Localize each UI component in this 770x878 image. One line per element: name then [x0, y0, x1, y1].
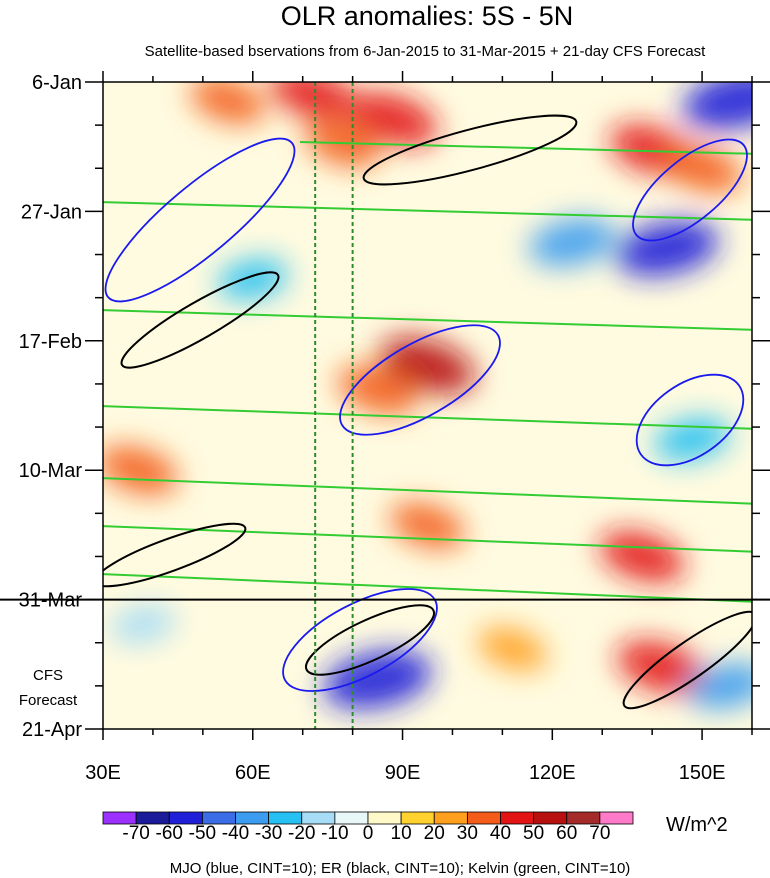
mjo-contour	[632, 138, 748, 242]
anomaly-region	[686, 662, 752, 709]
er-contour	[304, 604, 436, 676]
kelvin-contour	[103, 309, 752, 331]
plot-frame	[102, 81, 753, 730]
kelvin-contour	[103, 405, 752, 430]
colorbar: -70 -60 -50 -40 -30 -20 -10 0 10 20 30 40 50 60 70	[102, 811, 634, 844]
anomaly-region	[615, 220, 719, 277]
colorbar-units: W/m^2	[666, 814, 728, 836]
anomaly-region	[390, 502, 465, 549]
colorbar-tick-label: -50	[189, 823, 216, 844]
anomaly-region	[323, 650, 432, 709]
x-tick-label: 150E	[679, 762, 726, 784]
anomaly-region	[477, 627, 547, 671]
forecast-label-line2: Forecast	[19, 692, 78, 709]
colorbar-tick-label: 70	[589, 823, 610, 844]
anomaly-region	[662, 144, 742, 193]
y-tick-label: 31-Mar	[19, 590, 83, 612]
colorbar-tick-label: -40	[222, 823, 249, 844]
colorbar-swatch	[599, 811, 634, 825]
anomaly-region	[682, 82, 752, 130]
colorbar-tick-label: -20	[288, 823, 315, 844]
x-tick-label: 90E	[385, 762, 421, 784]
er-contour	[120, 271, 280, 369]
anomaly-region	[103, 445, 178, 495]
kelvin-contour	[103, 525, 752, 553]
chart-title: OLR anomalies: 5S - 5N	[281, 1, 574, 31]
colorbar-tick-label: 10	[391, 823, 412, 844]
plot-background	[103, 82, 752, 729]
anomaly-region	[599, 530, 685, 583]
x-tick-label: 120E	[529, 762, 576, 784]
colorbar-tick-label: -30	[255, 823, 282, 844]
y-tick-label: 21-Apr	[22, 719, 82, 741]
kelvin-contour	[103, 201, 752, 221]
y-tick-label: 10-Mar	[19, 460, 83, 482]
mjo-contour	[339, 324, 501, 436]
colorbar-tick-label: 40	[490, 823, 511, 844]
anomaly-region	[190, 82, 265, 124]
y-tick-label: 27-Jan	[21, 201, 82, 223]
anomaly-region	[270, 82, 356, 120]
reference-lines	[314, 82, 354, 729]
anomaly-region	[617, 640, 708, 695]
colorbar-tick-label: 60	[556, 823, 577, 844]
forecast-label-line1: CFS	[33, 667, 63, 684]
colorbar-tick-label: -10	[321, 823, 348, 844]
y-tick-label: 17-Feb	[19, 331, 82, 353]
anomaly-field	[103, 82, 752, 710]
contour-legend: MJO (blue, CINT=10); ER (black, CINT=10)…	[170, 860, 631, 877]
anomaly-region	[110, 604, 176, 644]
y-tick-label: 6-Jan	[32, 72, 82, 94]
kelvin-contour	[299, 141, 752, 155]
x-tick-label: 60E	[235, 762, 271, 784]
colorbar-tick-label: 20	[424, 823, 445, 844]
kelvin-contour	[103, 573, 752, 603]
colorbar-tick-label: 0	[363, 823, 374, 844]
x-tick-label: 30E	[85, 762, 121, 784]
colorbar-tick-label: 50	[523, 823, 544, 844]
colorbar-tick-label: -70	[122, 823, 149, 844]
er-contour	[103, 522, 247, 588]
er-contour	[362, 114, 578, 186]
x-axis: 30E 60E 90E 120E 150E	[85, 71, 753, 784]
kelvin-contour	[103, 477, 752, 505]
anomaly-region	[347, 92, 438, 146]
chart-subtitle: Satellite-based bservations from 6-Jan-2…	[145, 43, 707, 60]
anomaly-region	[528, 218, 616, 267]
y-axis: 6-Jan 27-Jan 17-Feb 10-Mar 31-Mar 21-Apr	[19, 72, 770, 741]
mjo-contour	[635, 373, 745, 467]
anomaly-region	[337, 365, 418, 415]
mjo-contour	[104, 137, 296, 303]
er-contour	[622, 610, 752, 710]
colorbar-tick-label: 30	[457, 823, 478, 844]
colorbar-tick-label: -60	[156, 823, 183, 844]
